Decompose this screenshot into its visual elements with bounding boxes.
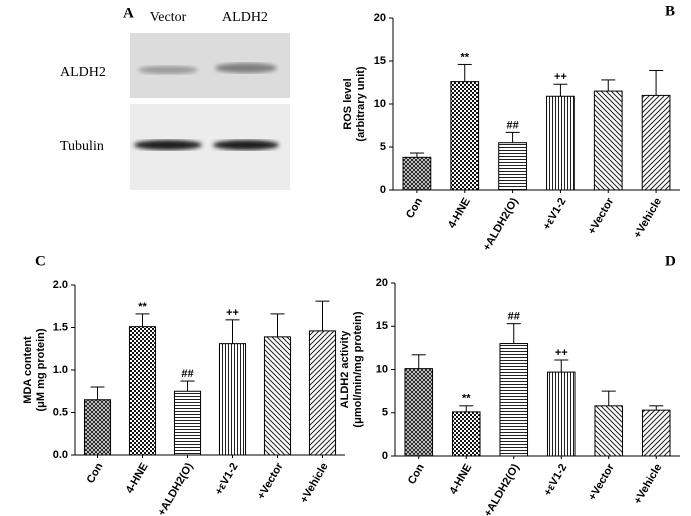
panel-label: D	[665, 253, 676, 269]
x-tick-label: Con	[85, 461, 106, 486]
band	[138, 66, 198, 74]
x-tick-label: 4-HNE	[447, 462, 474, 497]
panel-label: B	[665, 3, 675, 19]
significance-marker: **	[460, 51, 469, 63]
y-axis-label: (μM mg protein)	[35, 328, 47, 411]
bar	[594, 405, 624, 457]
x-tick-label: +ALDH2(O)	[481, 196, 521, 253]
significance-marker: ##	[506, 119, 518, 131]
bar	[218, 343, 247, 456]
x-tick-label: +εV1-2	[213, 461, 241, 497]
y-axis-label: ROS level	[342, 78, 354, 129]
x-tick-label: +Vector	[586, 195, 617, 236]
lane-label: ALDH2	[222, 10, 268, 25]
y-axis-label: (μmol/min/mg protein)	[352, 311, 364, 427]
x-tick-label: Con	[404, 196, 425, 221]
significance-marker: **	[138, 301, 147, 313]
y-tick-label: 1.0	[53, 364, 68, 376]
x-tick-label: +Vehicle	[632, 196, 665, 240]
x-tick-label: +ALDH2(O)	[156, 461, 196, 516]
bar	[499, 343, 529, 457]
x-tick-label: +Vehicle	[298, 461, 331, 505]
bar	[451, 411, 481, 457]
band	[134, 140, 202, 150]
bar	[263, 336, 292, 456]
x-tick-label: +Vector	[255, 460, 286, 501]
bar	[173, 390, 202, 456]
y-tick-label: 2.0	[53, 279, 68, 291]
y-tick-label: 0.5	[53, 406, 68, 418]
row-label: ALDH2	[60, 65, 106, 80]
x-tick-label: +Vehicle	[632, 462, 665, 506]
bar	[402, 156, 432, 191]
bar	[450, 81, 480, 191]
panel-label: A	[123, 5, 134, 21]
significance-marker: ++	[555, 347, 568, 359]
significance-marker: ##	[181, 368, 193, 380]
bar	[308, 330, 337, 456]
bar	[546, 371, 576, 457]
y-tick-label: 1.5	[53, 321, 68, 333]
x-tick-label: 4-HNE	[124, 461, 151, 496]
bar	[498, 142, 527, 191]
y-tick-label: 20	[376, 277, 388, 289]
bar	[641, 94, 671, 191]
x-tick-label: Con	[406, 462, 427, 487]
x-tick-label: 4-HNE	[446, 196, 473, 231]
y-tick-label: 15	[376, 320, 388, 332]
row-label: Tubulin	[60, 139, 104, 154]
bar	[128, 326, 157, 456]
significance-marker: ++	[554, 71, 567, 83]
y-axis-label: ALDH2 activity	[339, 330, 351, 409]
significance-marker: ++	[226, 307, 239, 319]
bar	[404, 368, 434, 457]
x-tick-label: +εV1-2	[542, 462, 570, 498]
band	[215, 63, 277, 73]
x-tick-label: +εV1-2	[541, 196, 569, 232]
y-axis-label: (arbitrary unit)	[355, 66, 367, 142]
y-tick-label: 10	[374, 98, 386, 110]
y-tick-label: 5	[382, 407, 388, 419]
x-tick-label: +ALDH2(O)	[482, 462, 522, 516]
bar	[546, 95, 575, 191]
bar	[83, 399, 112, 456]
y-tick-label: 20	[374, 12, 386, 24]
y-tick-label: 15	[374, 55, 386, 67]
band	[213, 140, 279, 150]
lane-label: Vector	[150, 10, 187, 25]
panel-label: C	[35, 253, 46, 269]
y-tick-label: 5	[380, 141, 386, 153]
y-tick-label: 10	[376, 363, 388, 375]
x-tick-label: +Vector	[586, 461, 617, 502]
significance-marker: ##	[508, 311, 520, 323]
bar	[641, 409, 671, 457]
y-tick-label: 0	[382, 450, 388, 462]
y-tick-label: 0	[380, 184, 386, 196]
y-axis-label: MDA content	[22, 336, 34, 404]
significance-marker: **	[462, 393, 471, 405]
bar	[593, 90, 623, 191]
y-tick-label: 0.0	[53, 449, 68, 461]
